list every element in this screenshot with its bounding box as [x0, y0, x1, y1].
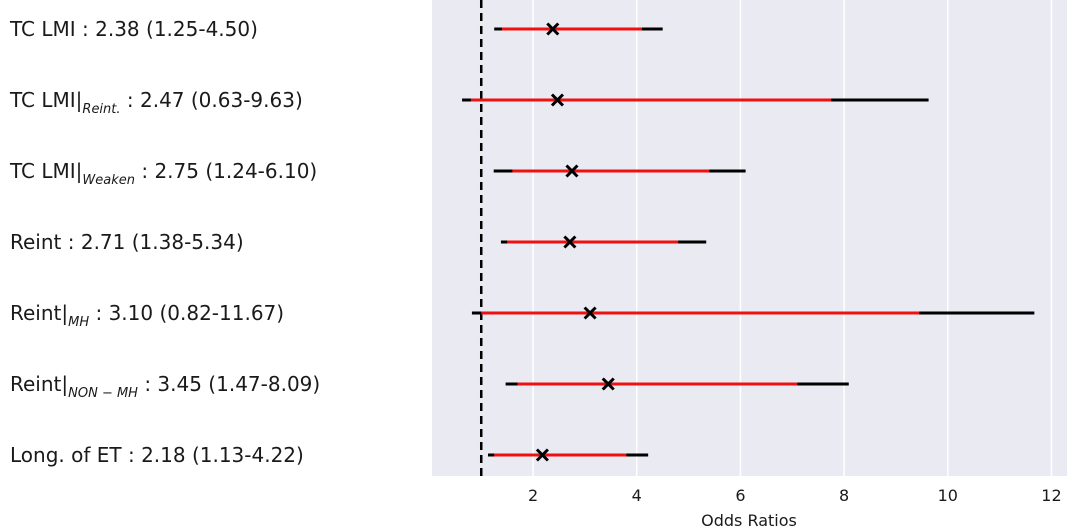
row-subscript: Weaken	[82, 173, 135, 188]
x-axis-label: Odds Ratios	[701, 511, 797, 530]
x-tick-label: 2	[528, 486, 538, 505]
row-value-label: : 3.45 (1.47-8.09)	[138, 372, 320, 396]
x-tick-label: 4	[632, 486, 642, 505]
x-tick-label: 8	[839, 486, 849, 505]
row-name: TC LMI|	[9, 88, 82, 112]
row-label: TC LMI : 2.38 (1.25-4.50)	[9, 17, 258, 41]
x-tick-label: 10	[938, 486, 958, 505]
x-tick-label: 12	[1041, 486, 1061, 505]
row-subscript: NON − MH	[68, 386, 138, 401]
estimate-marker	[601, 377, 615, 391]
row-label: Reint : 2.71 (1.38-5.34)	[10, 230, 244, 254]
row-subscript: Reint.	[82, 102, 120, 117]
row-label: Reint|NON − MH : 3.45 (1.47-8.09)	[10, 372, 320, 401]
estimate-marker	[563, 235, 577, 249]
row-value-label: : 2.71 (1.38-5.34)	[61, 230, 243, 254]
row-name: Long. of ET	[10, 443, 122, 467]
estimate-marker	[535, 448, 549, 462]
estimate-marker	[550, 93, 565, 107]
row-value-label: : 2.38 (1.25-4.50)	[76, 17, 258, 41]
row-value-label: : 2.47 (0.63-9.63)	[121, 88, 303, 112]
estimate-marker	[565, 164, 579, 178]
estimate-marker	[546, 22, 560, 36]
row-subscript: MH	[68, 315, 89, 330]
row-label: TC LMI|Reint. : 2.47 (0.63-9.63)	[9, 88, 303, 117]
x-tick-label: 6	[735, 486, 745, 505]
row-name: Reint|	[10, 301, 68, 325]
row-label: TC LMI|Weaken : 2.75 (1.24-6.10)	[9, 159, 317, 188]
plot-background	[432, 0, 1067, 476]
row-name: Reint|	[10, 372, 68, 396]
row-value-label: : 2.18 (1.13-4.22)	[122, 443, 304, 467]
row-value-label: : 2.75 (1.24-6.10)	[135, 159, 317, 183]
row-name: Reint	[10, 230, 62, 254]
row-value-label: : 3.10 (0.82-11.67)	[89, 301, 284, 325]
estimate-marker	[583, 306, 597, 320]
row-name: TC LMI|	[9, 159, 82, 183]
row-name: TC LMI	[9, 17, 76, 41]
row-label: Reint|MH : 3.10 (0.82-11.67)	[10, 301, 284, 330]
row-label: Long. of ET : 2.18 (1.13-4.22)	[10, 443, 304, 467]
